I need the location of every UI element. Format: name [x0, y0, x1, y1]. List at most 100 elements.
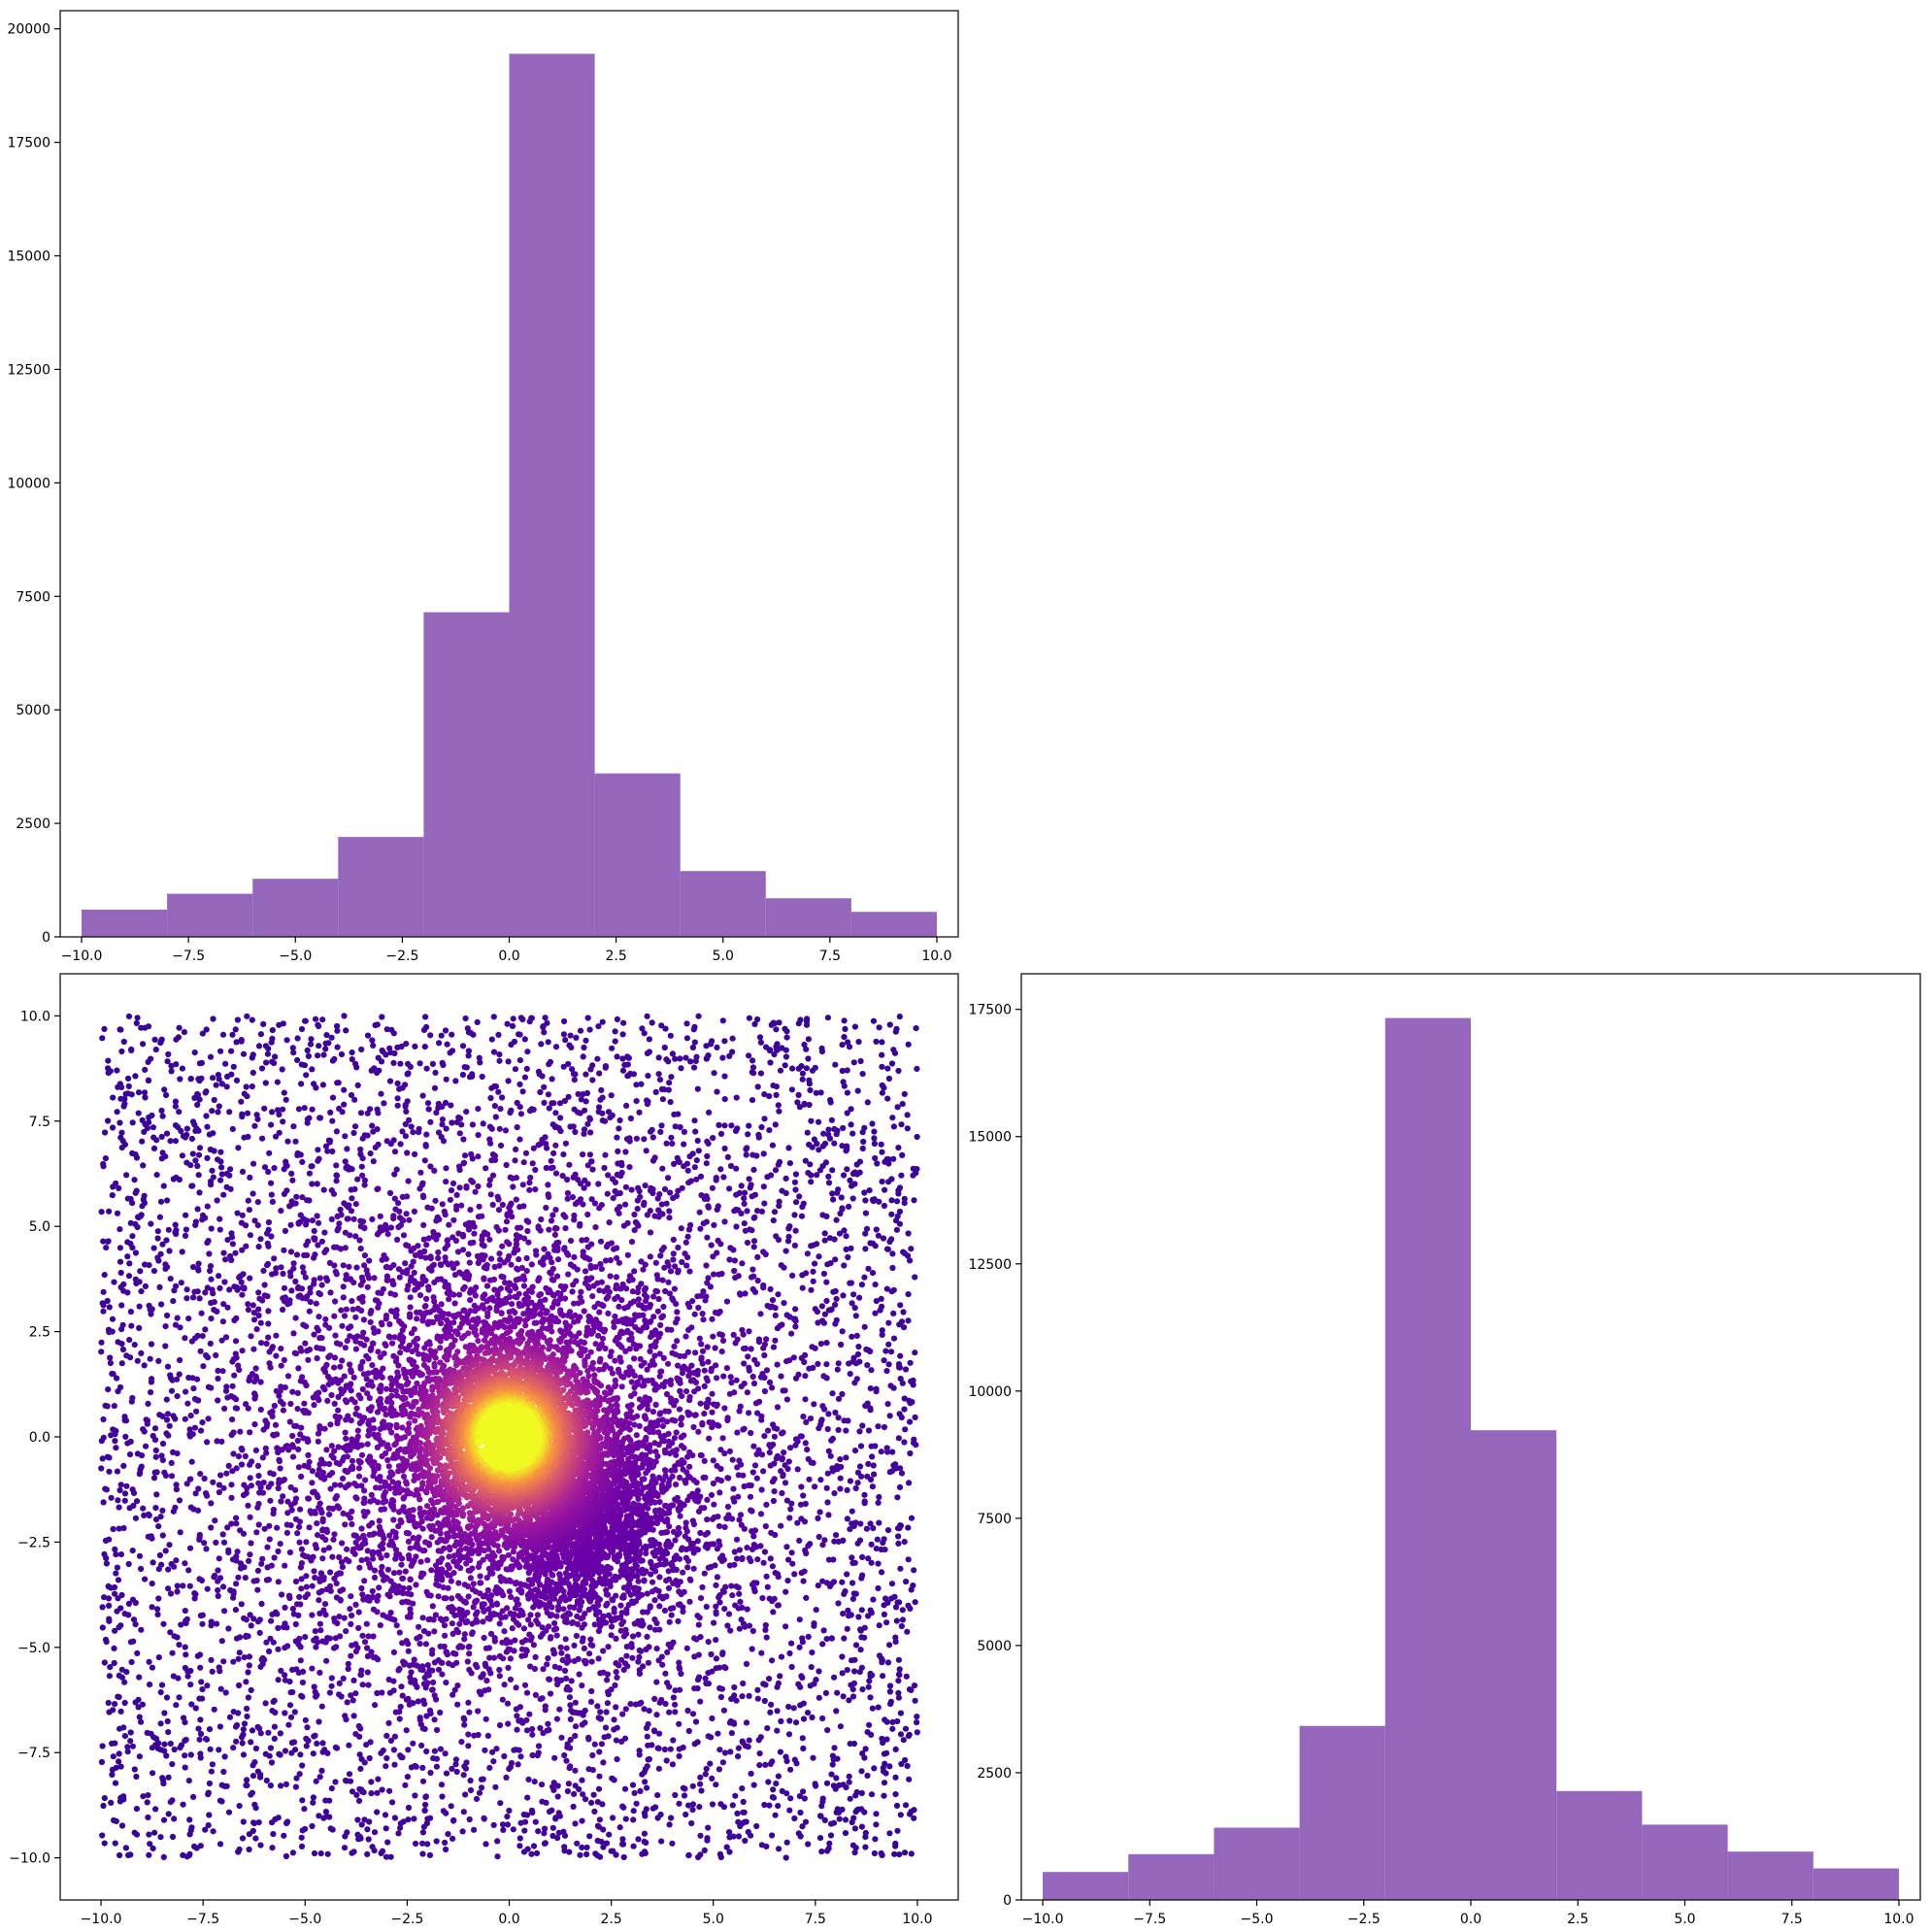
scatter-point — [281, 1190, 287, 1197]
scatter-point — [183, 1388, 189, 1395]
scatter-point — [501, 1752, 508, 1760]
scatter-point — [125, 1083, 132, 1089]
scatter-point — [895, 1694, 903, 1701]
scatter-point — [121, 1679, 128, 1685]
scatter-point — [685, 1851, 692, 1858]
scatter-point — [837, 1485, 844, 1492]
scatter-point — [658, 1247, 665, 1253]
scatter-point — [740, 1426, 747, 1433]
scatter-point — [135, 1696, 142, 1703]
scatter-point — [717, 1166, 724, 1173]
scatter-point — [778, 1262, 784, 1269]
scatter-point — [640, 1663, 647, 1670]
scatter-point — [711, 1271, 717, 1278]
scatter-point — [689, 1298, 696, 1305]
scatter-point — [219, 1531, 226, 1538]
scatter-point — [791, 1815, 798, 1822]
scatter-point — [868, 1367, 875, 1374]
scatter-point — [614, 1171, 620, 1178]
scatter-point — [841, 1017, 848, 1024]
scatter-point — [228, 1234, 236, 1241]
scatter-point — [264, 1262, 271, 1269]
scatter-point — [879, 1051, 885, 1058]
scatter-point — [391, 1733, 398, 1740]
scatter-point — [337, 1246, 345, 1252]
scatter-point — [827, 1452, 834, 1459]
scatter-point — [765, 1427, 772, 1434]
scatter-point — [740, 1331, 747, 1338]
scatter-point — [448, 1102, 454, 1109]
scatter-point — [348, 1692, 354, 1699]
scatter-point — [601, 1734, 608, 1741]
scatter-point — [419, 1764, 426, 1771]
scatter-point — [892, 1639, 899, 1646]
scatter-point — [121, 1699, 128, 1707]
scatter-point — [794, 1099, 801, 1106]
scatter-point — [558, 1649, 565, 1656]
scatter-point — [703, 1055, 710, 1062]
scatter-point — [369, 1844, 376, 1850]
scatter-point — [670, 1639, 677, 1646]
scatter-point — [771, 1209, 779, 1216]
scatter-point — [306, 1308, 313, 1315]
scatter-point — [239, 1291, 246, 1298]
scatter-point — [220, 1539, 228, 1546]
scatter-point — [171, 1563, 178, 1570]
scatter-point — [370, 1158, 377, 1165]
scatter-point — [633, 1135, 641, 1142]
scatter-point — [268, 1191, 275, 1198]
scatter-point — [478, 1784, 485, 1791]
scatter-point — [806, 1476, 813, 1482]
scatter-point — [587, 1066, 594, 1073]
scatter-point — [309, 1582, 316, 1589]
scatter-point — [207, 1340, 214, 1347]
scatter-point — [595, 1023, 602, 1030]
scatter-point — [777, 1067, 784, 1074]
scatter-point — [868, 1791, 876, 1798]
scatter-point — [614, 1053, 620, 1060]
scatter-point — [900, 1737, 907, 1744]
scatter-point — [208, 1618, 215, 1625]
scatter-point — [796, 1616, 803, 1623]
scatter-point — [368, 1779, 375, 1785]
scatter-point — [374, 1609, 381, 1616]
scatter-point — [544, 1661, 550, 1668]
scatter-point — [819, 1578, 826, 1584]
scatter-point — [318, 1282, 325, 1288]
scatter-point — [343, 1272, 350, 1279]
scatter-point — [329, 1057, 336, 1064]
scatter-point — [432, 1069, 439, 1076]
scatter-point — [370, 1128, 377, 1135]
scatter-point — [275, 1815, 282, 1821]
scatter-point — [684, 1254, 691, 1261]
scatter-point — [284, 1510, 291, 1516]
scatter-point — [229, 1416, 236, 1423]
scatter-point — [807, 1086, 814, 1094]
scatter-point — [509, 1214, 516, 1220]
scatter-point — [204, 1682, 211, 1689]
scatter-point — [213, 1539, 219, 1546]
scatter-point — [699, 1348, 707, 1354]
scatter-point — [216, 1226, 223, 1233]
scatter-point — [583, 1071, 589, 1078]
scatter-point — [275, 1624, 282, 1632]
scatter-point — [523, 1689, 531, 1696]
scatter-point — [802, 1396, 809, 1403]
scatter-point — [603, 1709, 610, 1715]
scatter-point — [681, 1128, 688, 1135]
scatter-point — [908, 1586, 915, 1593]
scatter-point — [194, 1332, 201, 1339]
scatter-point — [798, 1354, 805, 1361]
scatter-point — [521, 1036, 528, 1043]
scatter-point — [176, 1371, 183, 1378]
scatter-point — [911, 1682, 918, 1689]
scatter-point — [344, 1699, 350, 1706]
scatter-point — [587, 1129, 594, 1136]
scatter-point — [903, 1673, 910, 1680]
scatter-point — [169, 1761, 176, 1768]
scatter-point — [666, 1618, 673, 1625]
scatter-point — [220, 1484, 227, 1491]
scatter-point — [206, 1726, 214, 1733]
scatter-point — [316, 1774, 323, 1781]
scatter-point — [138, 1718, 145, 1725]
